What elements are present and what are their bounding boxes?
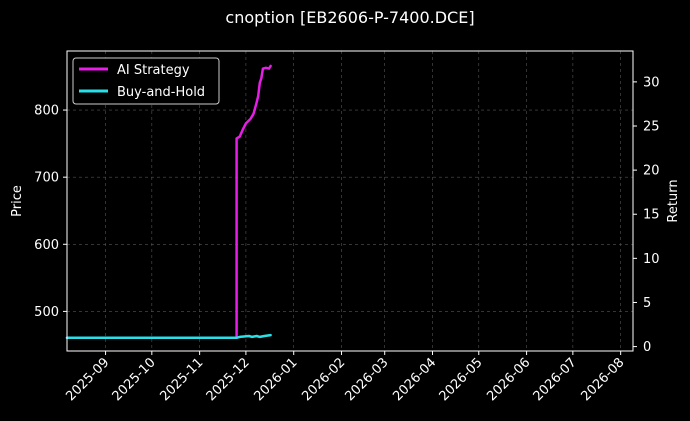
y-tick-label: 800 (34, 104, 59, 119)
y2-tick-label: 25 (643, 120, 660, 135)
y2-tick-label: 15 (643, 208, 660, 223)
chart-title: cnoption [EB2606-P-7400.DCE] (225, 8, 474, 27)
series-line-buy-and-hold (65, 333, 272, 340)
legend-label-buy-and-hold: Buy-and-Hold (117, 85, 205, 100)
y2-tick-label: 30 (643, 75, 660, 90)
y-axis-label: Price (10, 185, 25, 217)
legend-box (72, 57, 220, 105)
y-tick-label: 500 (34, 305, 59, 320)
plot-area-frame (66, 50, 634, 352)
legend: AI Strategy Buy-and-Hold (72, 57, 220, 105)
y2-tick-label: 5 (643, 296, 651, 311)
y-tick-label: 700 (34, 171, 59, 186)
y2-tick-label: 20 (643, 164, 660, 179)
series-line-ai-strategy (65, 64, 272, 340)
y-tick-label: 600 (34, 238, 59, 253)
plot-lines (65, 64, 272, 340)
legend-label-ai-strategy: AI Strategy (117, 63, 190, 78)
y2-axis-label: Return (666, 179, 681, 222)
y2-tick-label: 10 (643, 252, 660, 267)
y2-tick-label: 0 (643, 340, 651, 355)
